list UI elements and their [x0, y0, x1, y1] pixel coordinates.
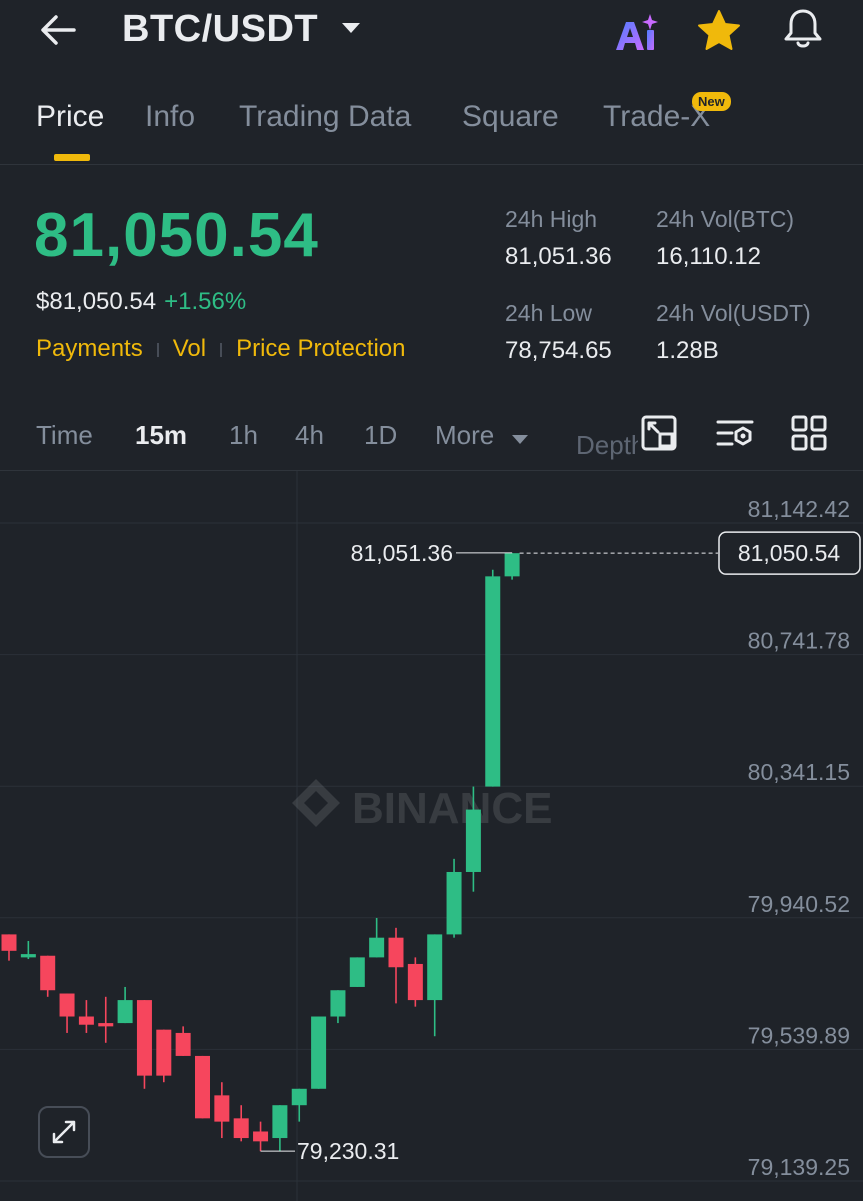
- interval-time[interactable]: Time: [36, 420, 93, 450]
- vol-usdt-value: 1.28B: [656, 337, 719, 364]
- expand-icon: [52, 1120, 76, 1144]
- top-bar: BTC/USDT: [0, 0, 863, 62]
- interval-bar: Time 15m 1h 4h 1D More Depth: [0, 410, 863, 460]
- vol-btc-label: 24h Vol(BTC): [656, 206, 795, 232]
- interval-4h[interactable]: 4h: [295, 420, 324, 450]
- candle-body: [446, 871, 462, 935]
- info-links: Payments Vol Price Protection: [36, 335, 406, 363]
- divider: [156, 342, 159, 357]
- tab-bar: Price Info Trading Data Square Trade-X N…: [0, 78, 863, 165]
- candle-body: [98, 1023, 114, 1027]
- candle-body: [156, 1029, 172, 1076]
- candle-body: [407, 963, 423, 1001]
- vol-btc-value: 16,110.12: [656, 243, 761, 270]
- candle-body: [291, 1088, 307, 1106]
- high-marker-label: 81,051.36: [351, 540, 453, 566]
- interval-15m[interactable]: 15m: [135, 420, 188, 450]
- low-label: 24h Low: [505, 300, 592, 326]
- candle-body: [504, 553, 520, 577]
- y-axis-label: 79,139.25: [748, 1154, 850, 1180]
- tab-info[interactable]: Info: [145, 100, 196, 133]
- candle-body: [214, 1095, 230, 1122]
- candle-body: [233, 1118, 249, 1139]
- candle-body: [330, 990, 346, 1017]
- y-axis-label: 79,539.89: [748, 1022, 850, 1048]
- candle-body: [117, 1000, 133, 1024]
- high-value: 81,051.36: [505, 243, 612, 270]
- last-price-tag-label: 81,050.54: [738, 540, 841, 566]
- candle-body: [311, 1016, 327, 1089]
- divider: [220, 342, 223, 357]
- last-price-tag: [718, 531, 861, 575]
- indicator-icon[interactable]: [716, 414, 754, 452]
- y-axis-label: 81,142.42: [748, 496, 850, 522]
- interval-1d[interactable]: 1D: [364, 420, 398, 450]
- candle-body: [195, 1055, 210, 1119]
- last-price: 81,050.54: [34, 201, 319, 270]
- candle-body: [427, 934, 443, 1001]
- new-badge: New: [692, 92, 731, 111]
- high-label: 24h High: [505, 206, 598, 232]
- candle-body: [175, 1032, 191, 1056]
- candle-body: [253, 1131, 269, 1142]
- chevron-down-icon[interactable]: [512, 435, 528, 444]
- trading-pair-title[interactable]: BTC/USDT: [122, 8, 319, 50]
- candle-body: [40, 955, 56, 991]
- vol-link[interactable]: Vol: [172, 335, 207, 362]
- low-value: 78,754.65: [505, 337, 612, 364]
- candle-body: [369, 937, 385, 958]
- candle-body: [485, 576, 501, 787]
- y-axis-label: 80,341.15: [748, 759, 850, 785]
- chevron-down-icon[interactable]: [342, 23, 360, 33]
- chart-svg[interactable]: BINANCE 81,142.42 80,741.78 80,341.15 79,940…: [0, 471, 863, 1201]
- binance-logo-icon: [292, 779, 340, 827]
- depth-tab[interactable]: Depth: [576, 430, 638, 460]
- candle-body: [349, 957, 365, 987]
- candle-body: [59, 993, 75, 1017]
- usd-price: $81,050.54: [36, 288, 157, 315]
- tab-square[interactable]: Square: [462, 100, 559, 133]
- bell-icon[interactable]: [780, 6, 826, 52]
- candlestick-chart[interactable]: BINANCE 81,142.42 80,741.78 80,341.15 79,940…: [0, 470, 863, 1201]
- candle-body: [136, 1000, 152, 1076]
- price-protection-link[interactable]: Price Protection: [236, 335, 406, 362]
- y-axis-label: 80,741.78: [748, 628, 850, 654]
- candle-body: [78, 1016, 94, 1025]
- vol-usdt-label: 24h Vol(USDT): [656, 300, 811, 326]
- candle-body: [20, 954, 36, 958]
- back-arrow-icon[interactable]: [36, 8, 80, 52]
- candle-body: [388, 937, 404, 968]
- y-axis-label: 79,940.52: [748, 891, 850, 917]
- tab-trading-data[interactable]: Trading Data: [239, 100, 412, 133]
- price-change: +1.56%: [164, 288, 247, 315]
- price-sub-line: $81,050.54 +1.56%: [36, 288, 246, 316]
- ai-icon[interactable]: [613, 12, 663, 54]
- watermark-text: BINANCE: [352, 784, 552, 833]
- candle-body: [465, 809, 481, 872]
- candle-body: [1, 934, 17, 951]
- star-icon[interactable]: [696, 8, 742, 54]
- tab-price[interactable]: Price: [36, 100, 105, 133]
- active-tab-indicator: [54, 154, 90, 161]
- candle-body: [272, 1105, 288, 1139]
- interval-more[interactable]: More: [435, 420, 495, 450]
- grid-layout-icon[interactable]: [790, 414, 828, 452]
- chart-settings-icon[interactable]: [640, 414, 678, 452]
- fullscreen-button[interactable]: [38, 1106, 90, 1158]
- low-marker-label: 79,230.31: [297, 1138, 399, 1164]
- payments-link[interactable]: Payments: [36, 335, 143, 362]
- interval-1h[interactable]: 1h: [229, 420, 258, 450]
- binance-watermark: BINANCE: [292, 779, 552, 833]
